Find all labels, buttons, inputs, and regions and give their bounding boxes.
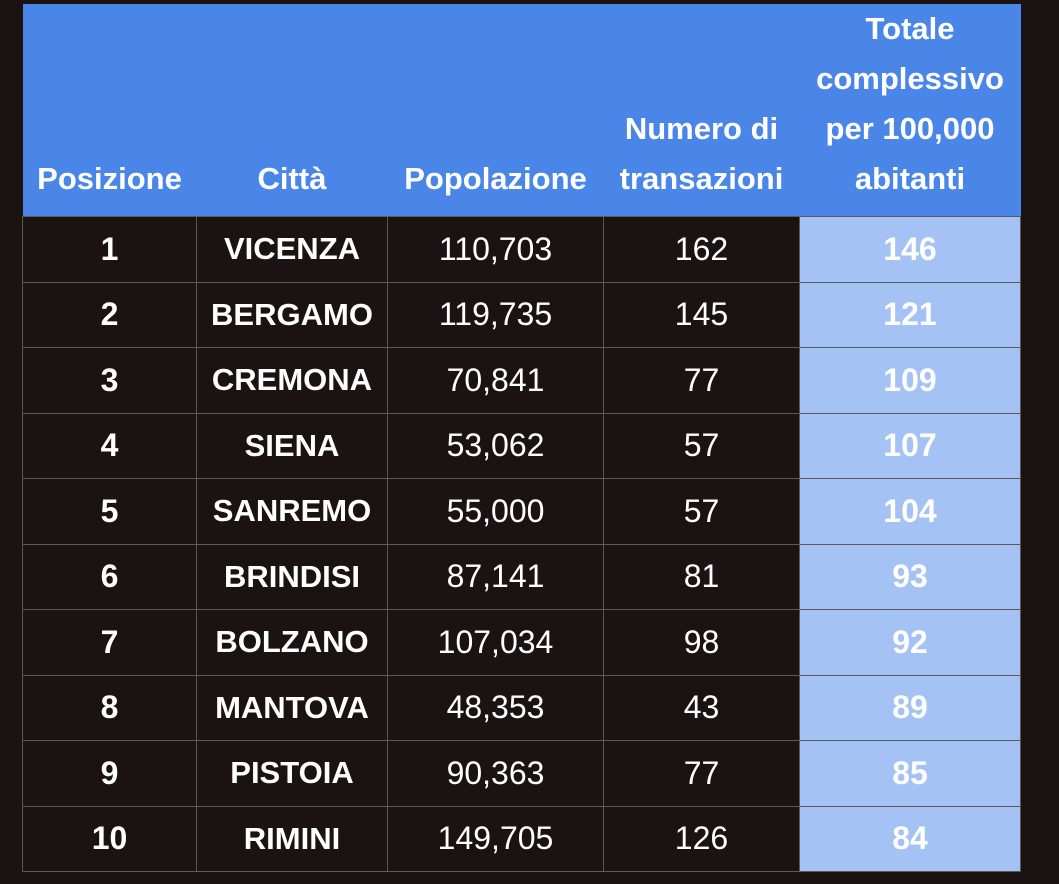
header-city: Città (197, 4, 388, 217)
cell-total: 93 (800, 544, 1021, 610)
header-total-per-100k: Totale complessivo per 100,000 abitanti (800, 4, 1021, 217)
table-row: 2 BERGAMO 119,735 145 121 (23, 282, 1021, 348)
cell-total: 146 (800, 217, 1021, 283)
cell-position: 5 (23, 479, 197, 545)
table-row: 9 PISTOIA 90,363 77 85 (23, 741, 1021, 807)
cell-city: RIMINI (197, 806, 388, 872)
cell-city: SIENA (197, 413, 388, 479)
cell-city: BERGAMO (197, 282, 388, 348)
table-row: 1 VICENZA 110,703 162 146 (23, 217, 1021, 283)
cell-total: 84 (800, 806, 1021, 872)
cell-city: BOLZANO (197, 610, 388, 676)
cell-transactions: 57 (604, 413, 800, 479)
ranking-table: Posizione Città Popolazione Numero di tr… (22, 4, 1021, 872)
cell-total: 85 (800, 741, 1021, 807)
cell-position: 3 (23, 348, 197, 414)
cell-total: 89 (800, 675, 1021, 741)
cell-population: 87,141 (388, 544, 604, 610)
cell-position: 4 (23, 413, 197, 479)
cell-transactions: 126 (604, 806, 800, 872)
cell-position: 9 (23, 741, 197, 807)
header-row: Posizione Città Popolazione Numero di tr… (23, 4, 1021, 217)
table-header: Posizione Città Popolazione Numero di tr… (23, 4, 1021, 217)
cell-position: 8 (23, 675, 197, 741)
cell-population: 90,363 (388, 741, 604, 807)
cell-city: VICENZA (197, 217, 388, 283)
table-row: 8 MANTOVA 48,353 43 89 (23, 675, 1021, 741)
header-population: Popolazione (388, 4, 604, 217)
cell-population: 70,841 (388, 348, 604, 414)
cell-population: 53,062 (388, 413, 604, 479)
table-body: 1 VICENZA 110,703 162 146 2 BERGAMO 119,… (23, 217, 1021, 872)
cell-transactions: 81 (604, 544, 800, 610)
cell-position: 6 (23, 544, 197, 610)
table-row: 6 BRINDISI 87,141 81 93 (23, 544, 1021, 610)
ranking-table-container: Posizione Città Popolazione Numero di tr… (22, 4, 1020, 880)
table-row: 7 BOLZANO 107,034 98 92 (23, 610, 1021, 676)
cell-population: 107,034 (388, 610, 604, 676)
cell-population: 149,705 (388, 806, 604, 872)
cell-transactions: 98 (604, 610, 800, 676)
table-row: 10 RIMINI 149,705 126 84 (23, 806, 1021, 872)
cell-total: 107 (800, 413, 1021, 479)
table-row: 4 SIENA 53,062 57 107 (23, 413, 1021, 479)
cell-position: 7 (23, 610, 197, 676)
cell-total: 104 (800, 479, 1021, 545)
cell-transactions: 77 (604, 741, 800, 807)
cell-transactions: 145 (604, 282, 800, 348)
cell-city: CREMONA (197, 348, 388, 414)
cell-population: 119,735 (388, 282, 604, 348)
cell-total: 92 (800, 610, 1021, 676)
cell-city: SANREMO (197, 479, 388, 545)
header-position: Posizione (23, 4, 197, 217)
cell-transactions: 57 (604, 479, 800, 545)
table-row: 3 CREMONA 70,841 77 109 (23, 348, 1021, 414)
cell-city: PISTOIA (197, 741, 388, 807)
cell-position: 2 (23, 282, 197, 348)
cell-total: 109 (800, 348, 1021, 414)
cell-city: MANTOVA (197, 675, 388, 741)
cell-position: 10 (23, 806, 197, 872)
cell-population: 48,353 (388, 675, 604, 741)
header-transactions: Numero di transazioni (604, 4, 800, 217)
cell-population: 55,000 (388, 479, 604, 545)
cell-total: 121 (800, 282, 1021, 348)
cell-city: BRINDISI (197, 544, 388, 610)
cell-transactions: 43 (604, 675, 800, 741)
cell-transactions: 77 (604, 348, 800, 414)
table-row: 5 SANREMO 55,000 57 104 (23, 479, 1021, 545)
cell-position: 1 (23, 217, 197, 283)
cell-population: 110,703 (388, 217, 604, 283)
cell-transactions: 162 (604, 217, 800, 283)
